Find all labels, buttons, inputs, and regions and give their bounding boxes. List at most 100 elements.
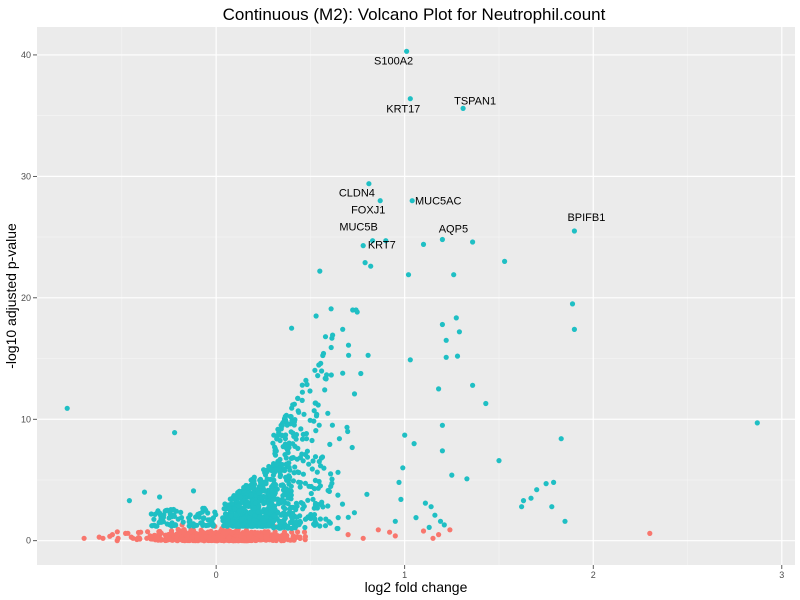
point-significant xyxy=(303,377,309,383)
point-not-significant xyxy=(115,535,121,541)
point-significant xyxy=(172,430,178,436)
point-significant xyxy=(306,461,312,467)
point-significant xyxy=(558,436,564,442)
point-significant xyxy=(271,518,277,524)
point-significant xyxy=(345,342,352,348)
point-significant xyxy=(405,272,412,278)
point-not-significant xyxy=(271,533,278,540)
point-significant xyxy=(287,467,293,473)
point-significant xyxy=(248,510,254,517)
point-significant xyxy=(232,495,238,501)
gene-label-krt17: KRT17 xyxy=(386,104,420,116)
point-significant xyxy=(157,511,163,517)
point-significant xyxy=(325,487,331,494)
point-significant xyxy=(276,500,282,506)
point-significant xyxy=(432,512,438,518)
point-significant xyxy=(186,515,192,521)
point-significant xyxy=(271,432,277,438)
point-significant xyxy=(126,498,132,504)
gene-label-muc5ac: MUC5AC xyxy=(415,196,462,208)
point-significant xyxy=(201,515,207,521)
point-significant xyxy=(251,478,257,484)
point-significant xyxy=(282,433,288,439)
point-significant xyxy=(325,503,331,509)
point-significant xyxy=(285,487,291,493)
point-not-significant xyxy=(263,535,269,541)
point-significant xyxy=(456,329,462,335)
point-not-significant xyxy=(226,534,232,540)
chart-title: Continuous (M2): Volcano Plot for Neutro… xyxy=(223,5,606,24)
point-significant xyxy=(328,344,334,351)
point-significant xyxy=(282,467,288,474)
y-axis-title: -log10 adjusted p-value xyxy=(3,223,19,369)
point-significant xyxy=(261,499,267,505)
point-significant xyxy=(320,352,326,359)
point-significant xyxy=(291,433,297,439)
point-significant xyxy=(289,405,295,411)
point-not-significant xyxy=(243,538,249,544)
point-significant xyxy=(370,238,376,244)
point-significant xyxy=(291,470,297,476)
point-significant xyxy=(249,522,255,528)
point-significant xyxy=(251,517,257,523)
point-significant xyxy=(256,490,262,496)
point-significant xyxy=(454,353,461,359)
point-significant xyxy=(449,472,455,478)
point-not-significant xyxy=(181,530,187,536)
point-significant xyxy=(207,517,213,523)
point-significant xyxy=(340,326,346,332)
point-significant xyxy=(141,489,148,495)
point-significant xyxy=(294,514,300,520)
point-significant xyxy=(308,490,314,497)
point-significant xyxy=(195,511,201,517)
point-significant xyxy=(339,501,346,507)
point-not-significant xyxy=(166,536,172,542)
point-significant xyxy=(246,515,253,521)
point-significant xyxy=(439,236,445,243)
point-significant xyxy=(309,437,315,444)
point-significant xyxy=(293,500,299,506)
point-not-significant xyxy=(295,529,301,535)
y-tick-label: 40 xyxy=(21,50,31,60)
point-significant xyxy=(288,492,294,498)
point-not-significant xyxy=(203,533,209,540)
point-significant xyxy=(317,268,323,274)
y-tick-label: 30 xyxy=(21,171,31,181)
point-significant xyxy=(528,495,534,501)
point-significant xyxy=(190,488,197,494)
point-significant xyxy=(262,494,268,500)
point-significant xyxy=(315,402,321,408)
point-significant xyxy=(562,518,568,524)
point-significant xyxy=(279,423,285,429)
point-significant xyxy=(409,198,415,204)
point-significant xyxy=(285,524,291,531)
point-significant xyxy=(310,458,316,464)
point-significant xyxy=(278,519,284,525)
point-significant xyxy=(309,466,315,472)
point-significant xyxy=(362,260,368,266)
x-tick-label: 3 xyxy=(779,570,784,580)
point-significant xyxy=(171,522,177,529)
point-not-significant xyxy=(175,526,181,533)
point-significant xyxy=(312,516,318,522)
point-significant xyxy=(264,476,270,482)
point-significant xyxy=(198,520,204,526)
point-significant xyxy=(249,485,255,491)
point-not-significant xyxy=(188,528,194,534)
point-significant xyxy=(358,370,364,377)
point-significant xyxy=(292,464,298,470)
point-significant xyxy=(290,510,296,516)
point-significant xyxy=(329,480,335,486)
point-significant xyxy=(295,445,301,451)
x-axis-title: log2 fold change xyxy=(365,579,468,595)
point-not-significant xyxy=(220,530,227,536)
point-significant xyxy=(304,381,310,388)
point-significant xyxy=(285,450,291,456)
point-significant xyxy=(383,238,389,244)
point-significant xyxy=(426,524,432,531)
point-significant xyxy=(549,504,555,510)
point-significant xyxy=(316,458,322,465)
point-significant xyxy=(318,360,324,366)
point-significant xyxy=(571,326,578,332)
point-significant xyxy=(314,469,320,475)
